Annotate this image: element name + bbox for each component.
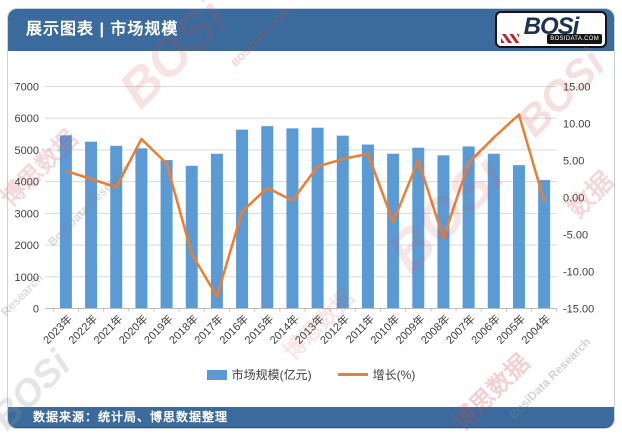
- legend-item-growth: 增长(%): [337, 366, 416, 383]
- chart-legend: 市场规模(亿元) 增长(%): [0, 366, 622, 383]
- line-series-swatch-icon: [337, 373, 368, 376]
- logo-subtext: BOSIDATA.COM: [547, 34, 602, 44]
- card-footer: 数据来源：统计局、博思数据整理: [8, 407, 614, 428]
- card-header: 展示图表 | 市场规模 BOSi BOSIDATA.COM: [8, 9, 614, 51]
- logo-stripes-icon: [501, 34, 519, 43]
- bosi-logo: BOSi BOSIDATA.COM: [495, 11, 607, 48]
- bar-series-swatch-icon: [206, 369, 227, 380]
- legend-item-market-size: 市场规模(亿元): [206, 366, 312, 383]
- legend-label-growth: 增长(%): [372, 368, 416, 382]
- legend-label-market-size: 市场规模(亿元): [231, 368, 312, 382]
- page-title: 展示图表 | 市场规模: [26, 21, 179, 38]
- data-source-text: 数据来源：统计局、博思数据整理: [33, 410, 229, 424]
